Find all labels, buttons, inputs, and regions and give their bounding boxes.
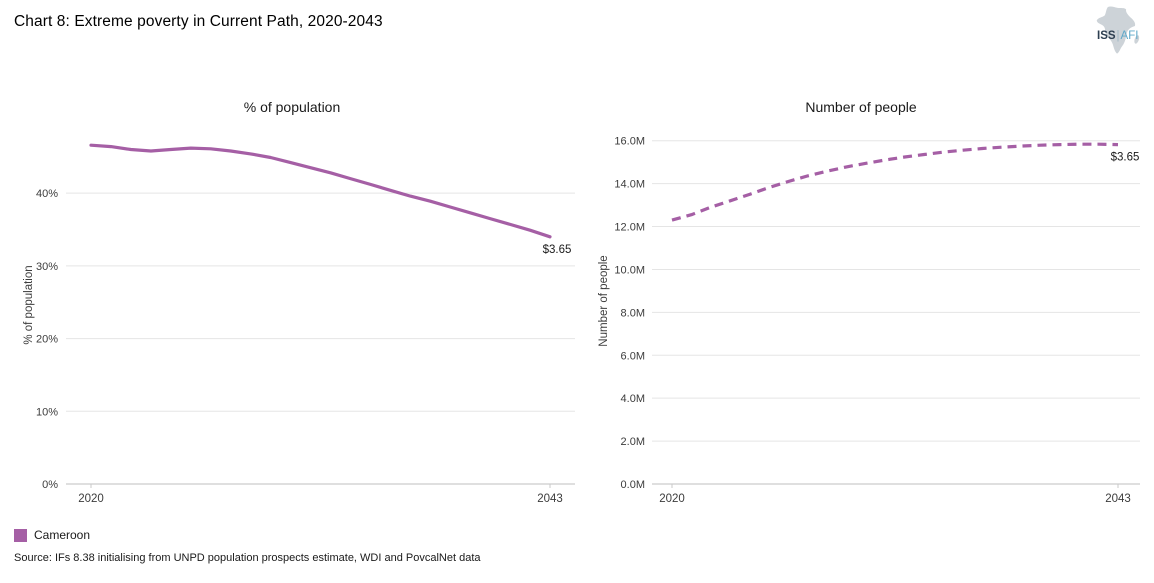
y-tick-label: 12.0M bbox=[614, 222, 645, 234]
y-tick-label: 30% bbox=[36, 261, 58, 273]
y-tick-label: 0% bbox=[42, 479, 58, 491]
page-title: Chart 8: Extreme poverty in Current Path… bbox=[14, 13, 383, 30]
x-tick-label: 2020 bbox=[659, 493, 685, 505]
y-tick-label: 8.0M bbox=[621, 307, 645, 319]
series-end-label: $3.65 bbox=[1111, 152, 1140, 164]
y-tick-label: 0.0M bbox=[621, 479, 645, 491]
chart-title-percent-of-population: % of population bbox=[243, 99, 341, 115]
y-tick-label: 6.0M bbox=[621, 350, 645, 362]
logo-text-afi: AFI bbox=[1120, 30, 1139, 42]
y-tick-label: 20% bbox=[36, 334, 58, 346]
iss-afi-logo: ISS|AFI bbox=[1084, 2, 1150, 60]
y-tick-label: 10% bbox=[36, 406, 58, 418]
series-end-label: $3.65 bbox=[543, 244, 572, 256]
y-tick-label: 16.0M bbox=[614, 136, 645, 148]
legend-swatch-cameroon bbox=[14, 528, 27, 542]
logo-text-separator: | bbox=[1116, 30, 1120, 42]
source-note: Source: IFs 8.38 initialising from UNPD … bbox=[14, 552, 481, 564]
legend: Cameroon bbox=[14, 527, 90, 543]
y-tick-label: 10.0M bbox=[614, 264, 645, 276]
x-tick-label: 2020 bbox=[78, 493, 104, 505]
x-tick-label: 2043 bbox=[1105, 493, 1131, 505]
africa-silhouette-icon bbox=[1096, 6, 1140, 54]
series-line-cameroon bbox=[89, 143, 552, 239]
y-tick-label: 40% bbox=[36, 188, 58, 200]
logo-text: ISS|AFI bbox=[1097, 30, 1138, 42]
y-tick-label: 2.0M bbox=[621, 436, 645, 448]
legend-label-cameroon: Cameroon bbox=[34, 528, 91, 542]
series-line-cameroon bbox=[671, 142, 1119, 222]
number-of-people-chart: 0.0M 2.0M 4.0M 6.0M 8.0M 10.0M 12.0M 14.0M 16.0M… bbox=[614, 136, 1140, 505]
chart-title-number-of-people: Number of people bbox=[805, 99, 917, 115]
x-tick-label: 2043 bbox=[537, 493, 563, 505]
percent-of-population-chart: 0% 10% 20% 30% 40% 2020 2043 $3.65 bbox=[36, 143, 575, 505]
logo-text-iss: ISS bbox=[1097, 30, 1116, 42]
y-tick-label: 4.0M bbox=[621, 393, 645, 405]
y-tick-label: 14.0M bbox=[614, 179, 645, 191]
